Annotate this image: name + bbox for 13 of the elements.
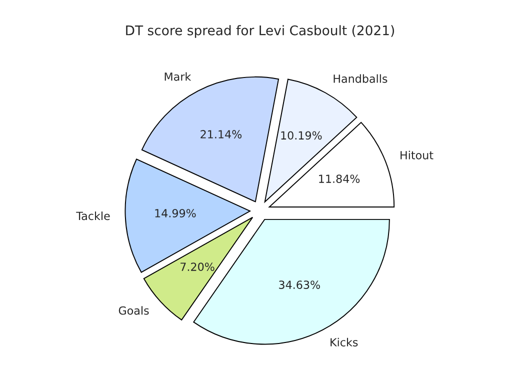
data-label: 21.14% <box>200 130 242 138</box>
slice-label: Tackle <box>76 212 110 220</box>
chart-title: DT score spread for Levi Casboult (2021) <box>126 25 394 38</box>
data-label: 11.84% <box>319 174 360 183</box>
slice-label: Handballs <box>334 74 388 83</box>
slice-label: Kicks <box>330 338 358 346</box>
data-label: 10.19% <box>281 131 322 140</box>
data-label: 14.99% <box>155 208 196 218</box>
slice-label: Mark <box>164 72 192 81</box>
slice-label: Hitout <box>400 150 434 160</box>
slice-label: Goals <box>118 306 149 315</box>
data-label: 7.20% <box>180 262 214 271</box>
data-label: 34.63% <box>279 280 320 289</box>
